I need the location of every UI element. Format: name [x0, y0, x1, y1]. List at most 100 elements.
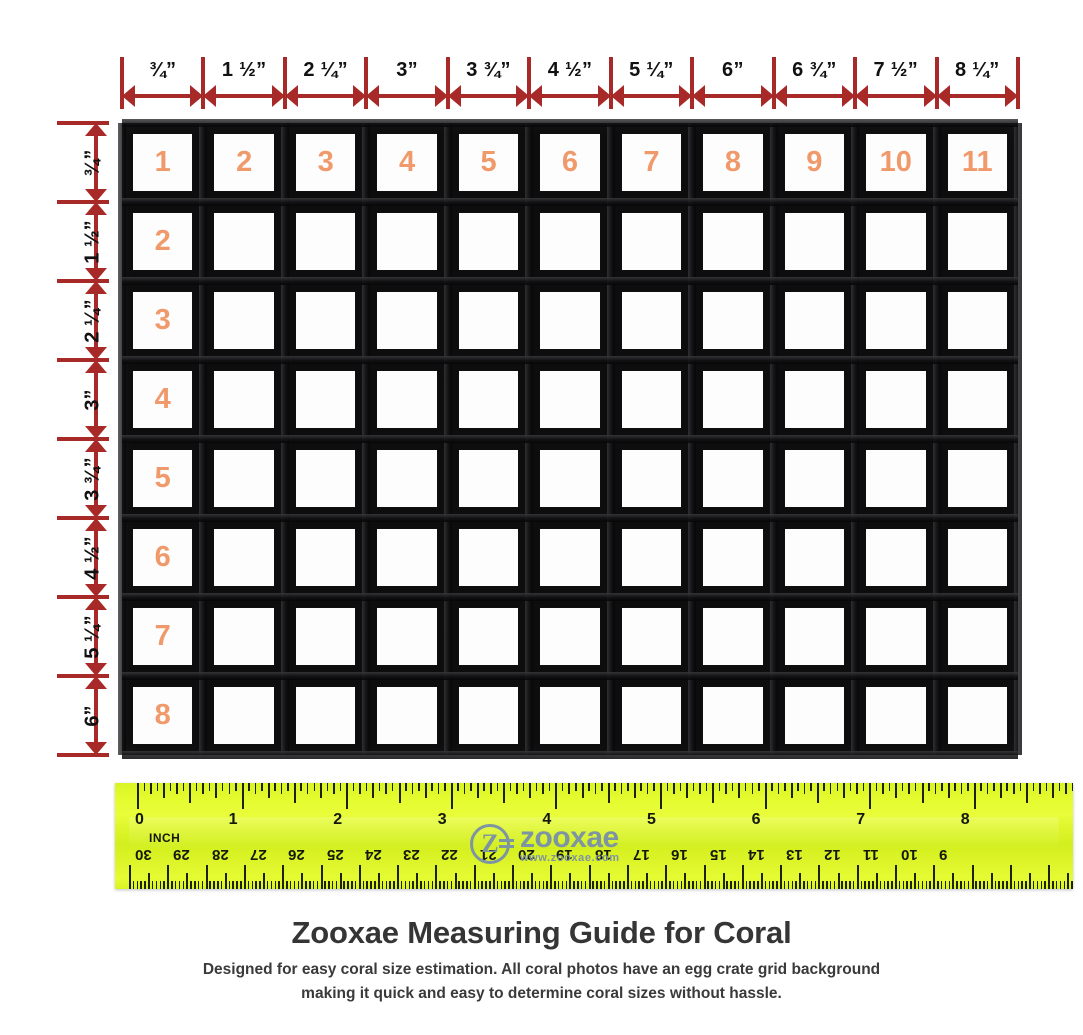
- ruler-tick-cm: [538, 881, 541, 889]
- ruler-tick-cm: [270, 881, 273, 889]
- ruler-tick-cm: [910, 881, 912, 889]
- ruler-tick-inch: [450, 783, 453, 809]
- ruler-tick-inch: [914, 783, 917, 791]
- grid-rib-horizontal: [122, 593, 1018, 601]
- ruler-tick-cm: [366, 881, 368, 889]
- ruler-tick-cm: [423, 881, 426, 889]
- ruler-cm-number: 30: [135, 846, 152, 863]
- grid-cell: [866, 450, 926, 507]
- ruler-tick-cm: [213, 881, 215, 889]
- grid-cell: [784, 371, 845, 428]
- ruler-tick-inch: [1065, 783, 1067, 794]
- ruler-tick-inch: [555, 783, 558, 809]
- grid-cell: [784, 292, 845, 349]
- ruler-tick-inch: [993, 783, 995, 791]
- ruler-tick-cm: [960, 881, 962, 889]
- ruler-tick-inch: [418, 783, 420, 791]
- ruler-tick-cm: [684, 873, 687, 889]
- grid-cell: 8: [703, 134, 763, 191]
- ruler-tick-inch: [189, 783, 192, 803]
- ruler-tick-cm: [151, 881, 154, 889]
- ruler-tick-inch: [1052, 783, 1055, 798]
- caption-line-2: making it quick and easy to determine co…: [301, 985, 782, 1003]
- ruler-tick-cm: [680, 881, 683, 889]
- grid-column-number: 4: [399, 145, 416, 178]
- ruler-tick-cm: [852, 881, 855, 889]
- top-scale-segment: 4 ½”: [529, 59, 611, 109]
- ruler-tick-inch: [862, 783, 865, 791]
- grid-cell: [866, 608, 926, 665]
- grid-cell: [866, 292, 926, 349]
- ruler-tick-inch: [150, 783, 152, 794]
- grid-cell: [214, 687, 274, 744]
- ruler-tick-cm: [967, 881, 970, 889]
- ruler-tick-cm: [400, 881, 403, 889]
- segment-line: [538, 94, 602, 98]
- grid-column-number: 10: [879, 145, 912, 178]
- top-scale-segment: 6 ¾”: [773, 59, 856, 109]
- ruler-tick-inch: [803, 783, 806, 794]
- grid-cell: [784, 450, 845, 507]
- ruler-tick-inch: [856, 783, 858, 794]
- ruler-tick-inch: [293, 783, 296, 803]
- top-scale-label: 4 ½”: [547, 59, 593, 81]
- grid-cell: 5: [458, 134, 519, 191]
- ruler-tick-cm: [944, 881, 947, 889]
- ruler-tick-cm: [1017, 881, 1020, 889]
- grid-cell: 10: [866, 134, 926, 191]
- arrow-down-icon: [85, 742, 107, 755]
- top-scale-segment: 3 ¾”: [447, 59, 530, 109]
- grid-cell: [377, 608, 437, 665]
- ruler-tick-cm: [301, 873, 304, 889]
- ruler-tick-inch: [169, 783, 172, 791]
- ruler-tick-cm: [159, 881, 162, 889]
- ruler-tick-cm: [898, 881, 901, 889]
- ruler-tick-cm: [217, 881, 219, 889]
- ruler-tick-cm: [795, 881, 797, 889]
- ruler-tick-cm: [741, 865, 744, 889]
- ruler-tick-cm: [362, 881, 365, 889]
- arrow-down-icon: [85, 505, 107, 518]
- ruler-inch-number: 7: [856, 811, 866, 828]
- ruler-tick-inch: [535, 783, 538, 791]
- top-scale-label: ¾”: [149, 59, 177, 81]
- grid-rib-horizontal: [122, 119, 1018, 127]
- ruler-tick-cm: [435, 865, 438, 889]
- ruler-tick-cm: [278, 881, 280, 889]
- ruler-tick-cm: [512, 865, 514, 889]
- ruler-tick-inch: [712, 783, 715, 803]
- ruler-cm-number: 16: [671, 846, 688, 863]
- segment-line: [94, 290, 98, 351]
- ruler-tick-inch: [777, 783, 780, 794]
- ruler-tick-cm: [155, 881, 158, 889]
- grid-cell: [703, 687, 763, 744]
- arrow-left-icon: [610, 85, 624, 107]
- ruler-tick-cm: [688, 881, 690, 889]
- grid-cell: [295, 687, 356, 744]
- ruler-tick-cm: [446, 881, 449, 889]
- ruler-tick-cm: [477, 881, 480, 889]
- ruler-tick-inch: [810, 783, 812, 791]
- ruler-tick-cm: [492, 873, 495, 889]
- ruler-tick-cm: [607, 873, 610, 889]
- ruler-tick-cm: [1032, 881, 1035, 889]
- ruler-tick-inch: [614, 783, 616, 791]
- ruler-inch-number: 6: [751, 811, 761, 828]
- ruler-tick-cm: [351, 881, 353, 889]
- arrow-left-icon: [366, 85, 380, 107]
- grid-cell: 4: [133, 371, 193, 428]
- grid-row-number: 3: [154, 303, 171, 336]
- ruler-tick-inch: [607, 783, 610, 803]
- ruler-tick-inch: [692, 783, 695, 791]
- ruler-tick-cm: [883, 881, 885, 889]
- segment-line: [94, 448, 98, 509]
- ruler-tick-cm: [952, 873, 955, 889]
- ruler-tick-cm: [665, 865, 668, 889]
- ruler-tick-cm: [998, 881, 1000, 889]
- ruler-tick-inch: [588, 783, 590, 791]
- ruler-tick-inch: [529, 783, 532, 798]
- ruler-tick-inch: [751, 783, 754, 794]
- grid-cell: [540, 371, 600, 428]
- ruler-tick-inch: [797, 783, 799, 791]
- grid-cell: [784, 608, 845, 665]
